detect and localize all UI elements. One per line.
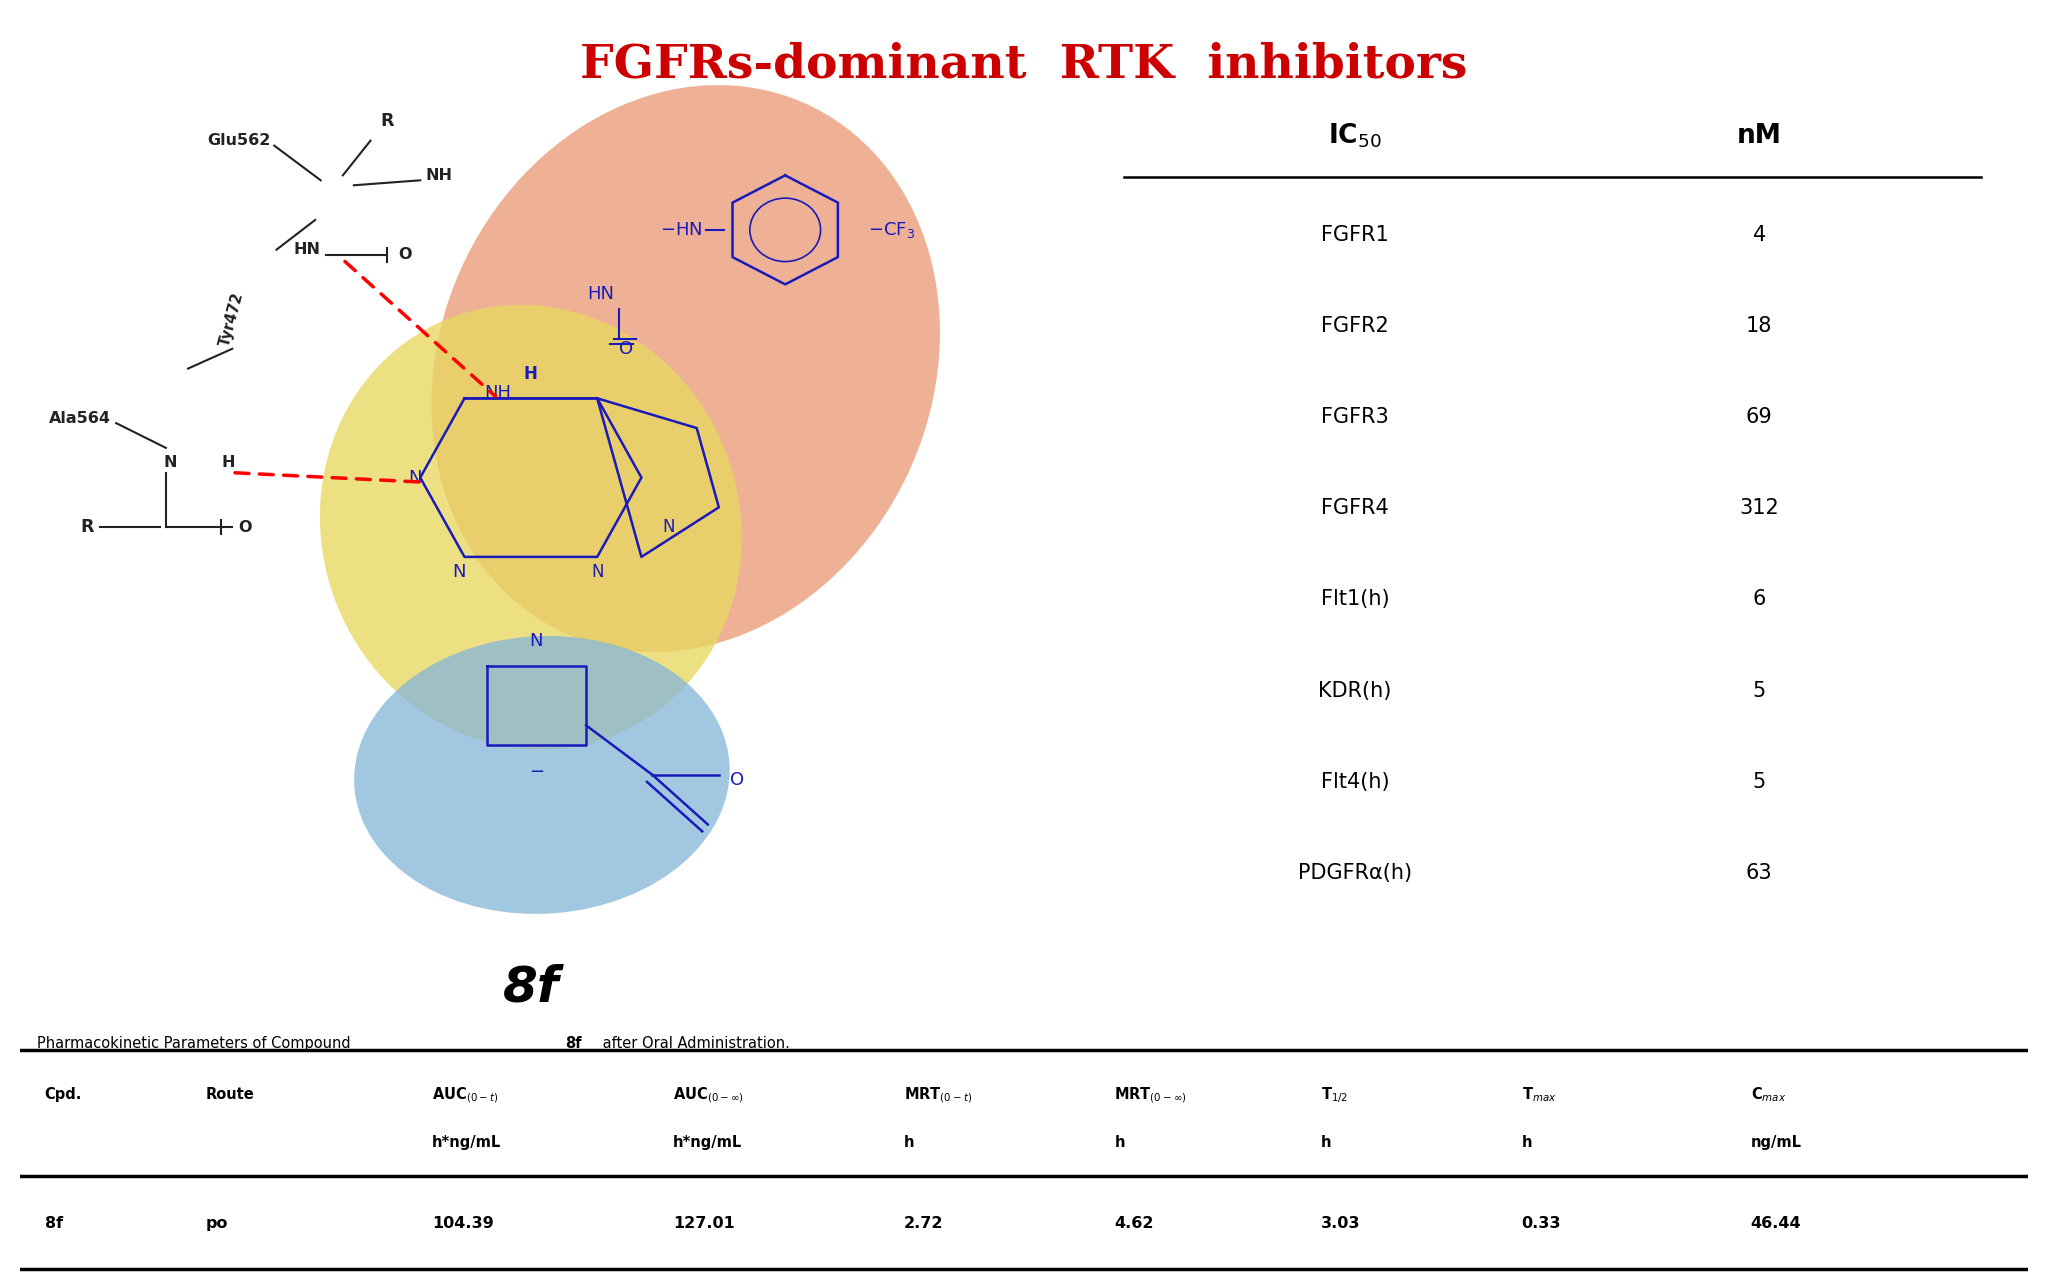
Text: nM: nM <box>1737 122 1782 149</box>
Text: AUC$_{(0-t)}$: AUC$_{(0-t)}$ <box>432 1085 498 1104</box>
Text: N: N <box>453 562 465 580</box>
Text: Glu562: Glu562 <box>207 133 270 148</box>
Text: R: R <box>80 519 94 537</box>
Text: h*ng/mL: h*ng/mL <box>672 1135 741 1151</box>
Text: R: R <box>381 112 393 130</box>
Text: O: O <box>397 247 412 263</box>
Text: HN: HN <box>293 242 322 257</box>
Text: NH: NH <box>483 385 512 403</box>
Text: $-$: $-$ <box>528 761 545 779</box>
Text: 63: 63 <box>1745 864 1774 883</box>
Text: Flt1(h): Flt1(h) <box>1321 589 1389 610</box>
Text: H: H <box>524 364 539 382</box>
Text: 312: 312 <box>1739 498 1780 519</box>
Text: h: h <box>1114 1135 1124 1151</box>
Text: Flt4(h): Flt4(h) <box>1321 772 1389 792</box>
Text: h*ng/mL: h*ng/mL <box>432 1135 502 1151</box>
Text: after Oral Administration.: after Oral Administration. <box>598 1036 791 1051</box>
Ellipse shape <box>432 85 940 653</box>
Text: 46.44: 46.44 <box>1751 1216 1800 1230</box>
Text: HN: HN <box>588 286 614 304</box>
Text: N: N <box>592 562 604 580</box>
Text: po: po <box>205 1216 227 1230</box>
Text: NH: NH <box>426 167 453 183</box>
Text: O: O <box>729 771 743 789</box>
Text: MRT$_{(0-∞)}$: MRT$_{(0-∞)}$ <box>1114 1085 1188 1104</box>
Ellipse shape <box>319 305 741 749</box>
Text: T$_{1/2}$: T$_{1/2}$ <box>1321 1085 1348 1104</box>
Text: $-$CF$_3$: $-$CF$_3$ <box>868 220 915 239</box>
Text: H: H <box>221 456 236 470</box>
Text: C$_{max}$: C$_{max}$ <box>1751 1085 1786 1104</box>
Text: PDGFRα(h): PDGFRα(h) <box>1298 864 1411 883</box>
Text: N: N <box>408 468 422 486</box>
Text: Tyr472: Tyr472 <box>217 291 246 347</box>
Text: 8f: 8f <box>45 1216 63 1230</box>
Text: IC$_{50}$: IC$_{50}$ <box>1327 121 1382 151</box>
Text: 8f: 8f <box>502 964 559 1012</box>
Text: 0.33: 0.33 <box>1522 1216 1561 1230</box>
Text: Ala564: Ala564 <box>49 411 111 426</box>
Text: 18: 18 <box>1747 317 1772 336</box>
Text: 8f: 8f <box>565 1036 582 1051</box>
Text: Route: Route <box>205 1088 254 1103</box>
Text: O: O <box>238 520 252 534</box>
Text: FGFR1: FGFR1 <box>1321 225 1389 245</box>
Text: FGFR3: FGFR3 <box>1321 407 1389 427</box>
Text: O: O <box>618 340 633 358</box>
Text: 5: 5 <box>1753 772 1765 792</box>
Text: 2.72: 2.72 <box>903 1216 942 1230</box>
Text: 127.01: 127.01 <box>672 1216 735 1230</box>
Text: MRT$_{(0-t)}$: MRT$_{(0-t)}$ <box>903 1085 971 1104</box>
Text: FGFR2: FGFR2 <box>1321 317 1389 336</box>
Text: h: h <box>1321 1135 1331 1151</box>
Text: KDR(h): KDR(h) <box>1319 681 1393 700</box>
Text: $-$HN: $-$HN <box>659 221 702 239</box>
Text: N: N <box>164 456 176 470</box>
Ellipse shape <box>354 636 729 914</box>
Text: FGFRs-dominant  RTK  inhibitors: FGFRs-dominant RTK inhibitors <box>580 41 1468 88</box>
Text: h: h <box>903 1135 913 1151</box>
Text: 5: 5 <box>1753 681 1765 700</box>
Text: T$_{max}$: T$_{max}$ <box>1522 1085 1556 1104</box>
Text: h: h <box>1522 1135 1532 1151</box>
Text: 6: 6 <box>1753 589 1765 610</box>
Text: 69: 69 <box>1745 407 1774 427</box>
Text: N: N <box>530 632 543 650</box>
Text: 104.39: 104.39 <box>432 1216 494 1230</box>
Text: ng/mL: ng/mL <box>1751 1135 1802 1151</box>
Text: 4.62: 4.62 <box>1114 1216 1153 1230</box>
Text: N: N <box>664 519 676 537</box>
Text: Pharmacokinetic Parameters of Compound: Pharmacokinetic Parameters of Compound <box>37 1036 354 1051</box>
Text: FGFR4: FGFR4 <box>1321 498 1389 519</box>
Text: 3.03: 3.03 <box>1321 1216 1360 1230</box>
Text: Cpd.: Cpd. <box>45 1088 82 1103</box>
Text: 4: 4 <box>1753 225 1765 245</box>
Text: AUC$_{(0-∞)}$: AUC$_{(0-∞)}$ <box>672 1085 743 1104</box>
